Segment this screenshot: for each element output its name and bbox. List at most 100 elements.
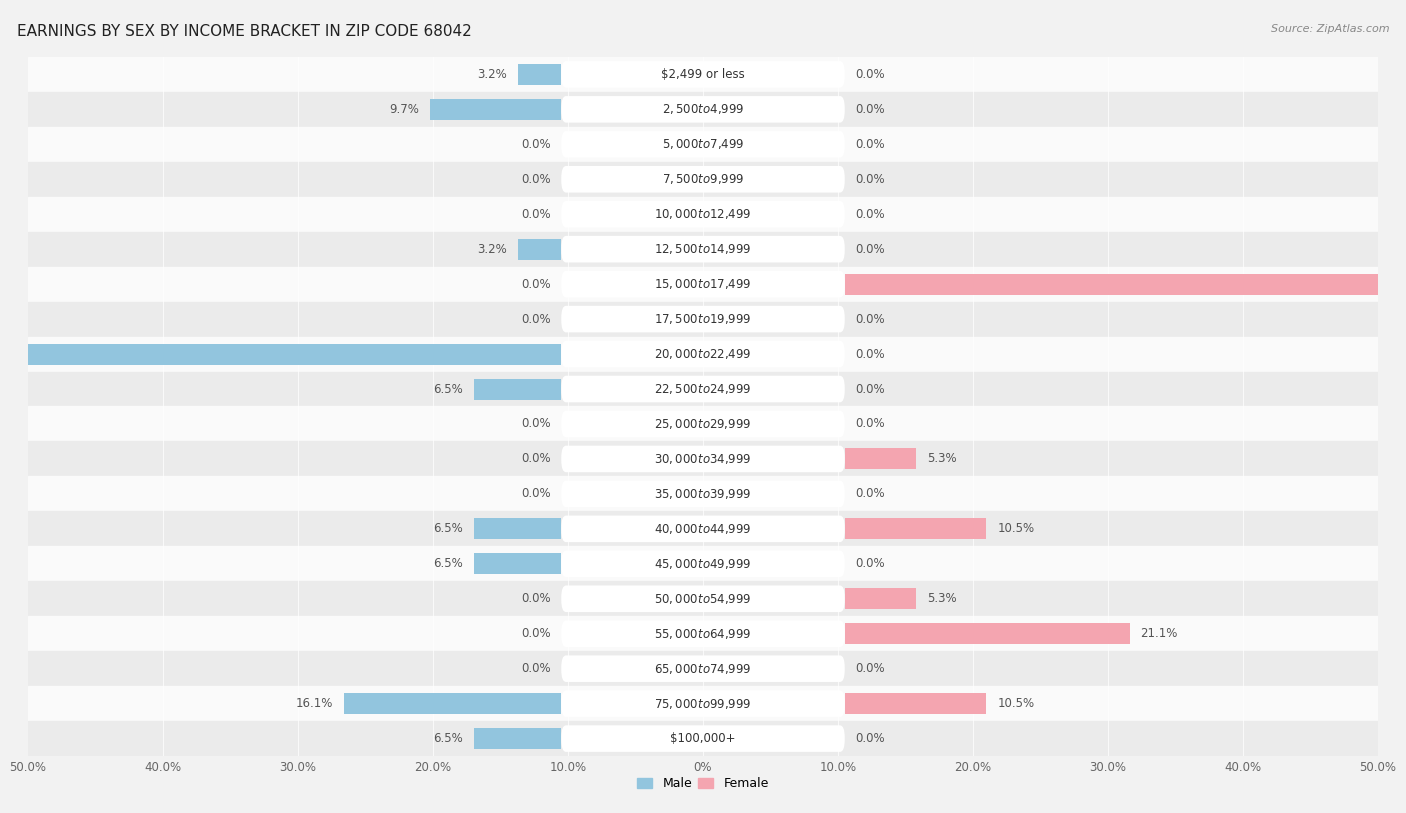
- FancyBboxPatch shape: [561, 411, 845, 437]
- Text: 0.0%: 0.0%: [520, 488, 551, 500]
- Bar: [474, 554, 561, 574]
- FancyBboxPatch shape: [561, 655, 845, 682]
- Text: $10,000 to $12,499: $10,000 to $12,499: [654, 207, 752, 221]
- Text: 0.0%: 0.0%: [520, 453, 551, 465]
- Bar: [28, 546, 1378, 581]
- FancyBboxPatch shape: [561, 341, 845, 367]
- FancyBboxPatch shape: [561, 61, 845, 88]
- Bar: [845, 274, 1406, 294]
- FancyBboxPatch shape: [561, 690, 845, 717]
- FancyBboxPatch shape: [561, 201, 845, 228]
- Bar: [28, 127, 1378, 162]
- Text: 6.5%: 6.5%: [433, 558, 463, 570]
- FancyBboxPatch shape: [561, 271, 845, 298]
- Text: $7,500 to $9,999: $7,500 to $9,999: [662, 172, 744, 186]
- Text: $75,000 to $99,999: $75,000 to $99,999: [654, 697, 752, 711]
- Text: $45,000 to $49,999: $45,000 to $49,999: [654, 557, 752, 571]
- Bar: [845, 693, 987, 714]
- Text: $22,500 to $24,999: $22,500 to $24,999: [654, 382, 752, 396]
- Text: 3.2%: 3.2%: [478, 243, 508, 255]
- Bar: [845, 624, 1129, 644]
- Bar: [474, 519, 561, 539]
- Bar: [28, 92, 1378, 127]
- Bar: [845, 519, 987, 539]
- FancyBboxPatch shape: [561, 166, 845, 193]
- Bar: [845, 589, 917, 609]
- Text: $17,500 to $19,999: $17,500 to $19,999: [654, 312, 752, 326]
- Text: 0.0%: 0.0%: [855, 663, 886, 675]
- Text: 0.0%: 0.0%: [855, 558, 886, 570]
- Bar: [28, 581, 1378, 616]
- Text: 0.0%: 0.0%: [520, 173, 551, 185]
- Bar: [28, 511, 1378, 546]
- Text: $65,000 to $74,999: $65,000 to $74,999: [654, 662, 752, 676]
- Bar: [28, 651, 1378, 686]
- Text: 0.0%: 0.0%: [855, 173, 886, 185]
- Text: 0.0%: 0.0%: [855, 418, 886, 430]
- Text: 0.0%: 0.0%: [520, 628, 551, 640]
- Text: $20,000 to $22,499: $20,000 to $22,499: [654, 347, 752, 361]
- Bar: [28, 721, 1378, 756]
- Bar: [28, 232, 1378, 267]
- Text: 0.0%: 0.0%: [520, 278, 551, 290]
- Bar: [28, 372, 1378, 406]
- Text: EARNINGS BY SEX BY INCOME BRACKET IN ZIP CODE 68042: EARNINGS BY SEX BY INCOME BRACKET IN ZIP…: [17, 24, 471, 39]
- Text: 0.0%: 0.0%: [520, 138, 551, 150]
- Text: 0.0%: 0.0%: [855, 733, 886, 745]
- FancyBboxPatch shape: [561, 131, 845, 158]
- Bar: [474, 728, 561, 749]
- FancyBboxPatch shape: [561, 620, 845, 647]
- Text: 0.0%: 0.0%: [855, 243, 886, 255]
- FancyBboxPatch shape: [561, 515, 845, 542]
- Text: 5.3%: 5.3%: [927, 593, 956, 605]
- Text: 0.0%: 0.0%: [520, 593, 551, 605]
- Bar: [28, 616, 1378, 651]
- FancyBboxPatch shape: [561, 725, 845, 752]
- Text: 10.5%: 10.5%: [997, 698, 1035, 710]
- FancyBboxPatch shape: [561, 585, 845, 612]
- Text: 3.2%: 3.2%: [478, 68, 508, 80]
- Text: 0.0%: 0.0%: [855, 103, 886, 115]
- Text: $40,000 to $44,999: $40,000 to $44,999: [654, 522, 752, 536]
- Bar: [28, 302, 1378, 337]
- Text: $2,499 or less: $2,499 or less: [661, 68, 745, 80]
- Bar: [28, 197, 1378, 232]
- Bar: [845, 449, 917, 469]
- Text: $30,000 to $34,999: $30,000 to $34,999: [654, 452, 752, 466]
- Text: $100,000+: $100,000+: [671, 733, 735, 745]
- Bar: [28, 337, 1378, 372]
- Text: 6.5%: 6.5%: [433, 383, 463, 395]
- Text: 0.0%: 0.0%: [855, 383, 886, 395]
- Text: $50,000 to $54,999: $50,000 to $54,999: [654, 592, 752, 606]
- Bar: [28, 162, 1378, 197]
- Text: 0.0%: 0.0%: [855, 138, 886, 150]
- FancyBboxPatch shape: [561, 96, 845, 123]
- Text: $25,000 to $29,999: $25,000 to $29,999: [654, 417, 752, 431]
- FancyBboxPatch shape: [561, 236, 845, 263]
- Text: $12,500 to $14,999: $12,500 to $14,999: [654, 242, 752, 256]
- Text: 0.0%: 0.0%: [520, 418, 551, 430]
- Text: $35,000 to $39,999: $35,000 to $39,999: [654, 487, 752, 501]
- Text: Source: ZipAtlas.com: Source: ZipAtlas.com: [1271, 24, 1389, 34]
- Text: 0.0%: 0.0%: [520, 663, 551, 675]
- Text: $55,000 to $64,999: $55,000 to $64,999: [654, 627, 752, 641]
- Text: 21.1%: 21.1%: [1140, 628, 1178, 640]
- Legend: Male, Female: Male, Female: [633, 772, 773, 795]
- Text: 0.0%: 0.0%: [520, 313, 551, 325]
- Text: $2,500 to $4,999: $2,500 to $4,999: [662, 102, 744, 116]
- Bar: [430, 99, 561, 120]
- Bar: [28, 406, 1378, 441]
- Text: 6.5%: 6.5%: [433, 733, 463, 745]
- Text: $15,000 to $17,499: $15,000 to $17,499: [654, 277, 752, 291]
- Bar: [28, 57, 1378, 92]
- Text: 0.0%: 0.0%: [855, 208, 886, 220]
- Text: 9.7%: 9.7%: [389, 103, 419, 115]
- Text: 0.0%: 0.0%: [855, 313, 886, 325]
- Bar: [28, 476, 1378, 511]
- Text: 5.3%: 5.3%: [927, 453, 956, 465]
- Text: 6.5%: 6.5%: [433, 523, 463, 535]
- Text: 0.0%: 0.0%: [520, 208, 551, 220]
- FancyBboxPatch shape: [561, 306, 845, 333]
- Bar: [344, 693, 561, 714]
- Bar: [28, 267, 1378, 302]
